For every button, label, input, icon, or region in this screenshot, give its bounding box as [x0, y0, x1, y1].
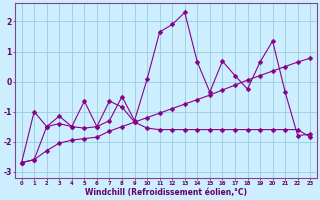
X-axis label: Windchill (Refroidissement éolien,°C): Windchill (Refroidissement éolien,°C)	[85, 188, 247, 197]
